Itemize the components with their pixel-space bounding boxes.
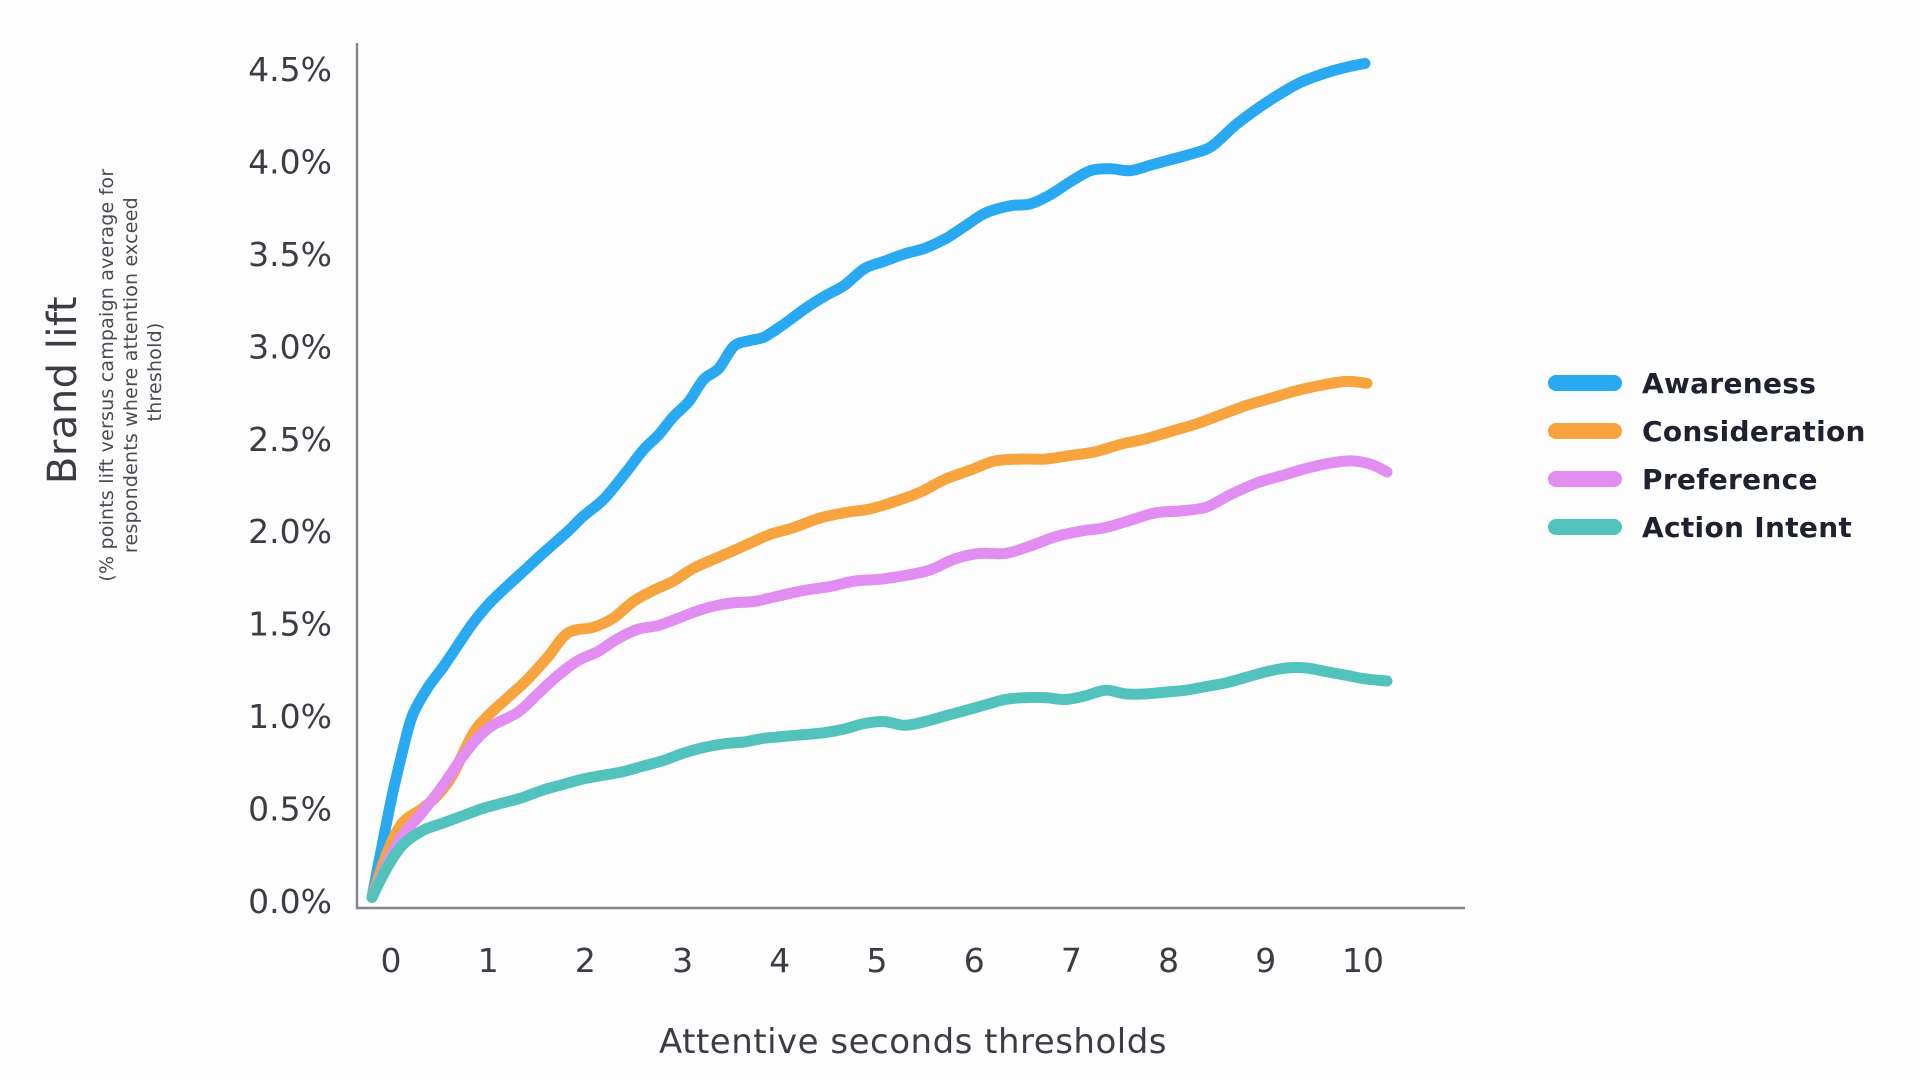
series-line-consideration: [366, 375, 1373, 903]
y-tick-label: 4.0%: [248, 142, 332, 181]
legend-label-awareness: Awareness: [1642, 367, 1816, 400]
legend-label-preference: Preference: [1642, 463, 1818, 496]
axis-frame: [355, 43, 1465, 910]
chart-series-lines: [366, 57, 1393, 903]
legend-item-consideration: Consideration: [1548, 415, 1866, 448]
x-tick-label: 1: [478, 941, 499, 980]
y-axis-tick-labels: 0.0% 0.5% 1.0% 1.5% 2.0% 2.5% 3.0% 3.5% 4.0% 4.5%: [248, 50, 332, 921]
awareness-line-swatch-icon: [1548, 375, 1622, 391]
y-tick-label: 3.0%: [248, 327, 332, 366]
x-axis-title: Attentive seconds thresholds: [659, 1022, 1167, 1062]
y-tick-label: 4.5%: [248, 50, 332, 89]
series-line-awareness: [366, 57, 1371, 903]
y-tick-label: 0.5%: [248, 790, 332, 829]
y-tick-label: 2.0%: [248, 512, 332, 551]
legend-item-preference: Preference: [1548, 463, 1818, 496]
legend-item-action-intent: Action Intent: [1548, 511, 1852, 544]
y-axis-subtitle: (% points lift versus campaign average f…: [96, 162, 166, 581]
x-tick-label: 7: [1061, 941, 1082, 980]
y-axis-title: Brand lift: [40, 296, 86, 484]
legend-item-awareness: Awareness: [1548, 367, 1816, 400]
legend-label-action-intent: Action Intent: [1642, 511, 1852, 544]
preference-line-swatch-icon: [1548, 471, 1622, 487]
legend: Awareness Consideration Preference Actio…: [1548, 367, 1866, 544]
consideration-line-swatch-icon: [1548, 423, 1622, 439]
y-tick-label: 1.5%: [248, 605, 332, 644]
x-tick-label: 5: [867, 941, 888, 980]
x-tick-label: 3: [672, 941, 693, 980]
series-line-action-intent: [366, 662, 1393, 903]
x-tick-label: 0: [381, 941, 402, 980]
legend-label-consideration: Consideration: [1642, 415, 1866, 448]
x-tick-label: 9: [1255, 941, 1276, 980]
x-tick-label: 8: [1158, 941, 1179, 980]
x-tick-label: 2: [575, 941, 596, 980]
y-tick-label: 1.0%: [248, 697, 332, 736]
x-tick-label: 6: [964, 941, 985, 980]
y-tick-label: 0.0%: [248, 882, 332, 921]
x-axis-tick-labels: 0 1 2 3 4 5 6 7 8 9 10: [381, 941, 1385, 980]
x-tick-label: 4: [769, 941, 790, 980]
y-tick-label: 2.5%: [248, 420, 332, 459]
series-line-preference: [366, 455, 1393, 903]
action-intent-line-swatch-icon: [1548, 519, 1622, 535]
x-tick-label: 10: [1342, 941, 1384, 980]
y-tick-label: 3.5%: [248, 235, 332, 274]
